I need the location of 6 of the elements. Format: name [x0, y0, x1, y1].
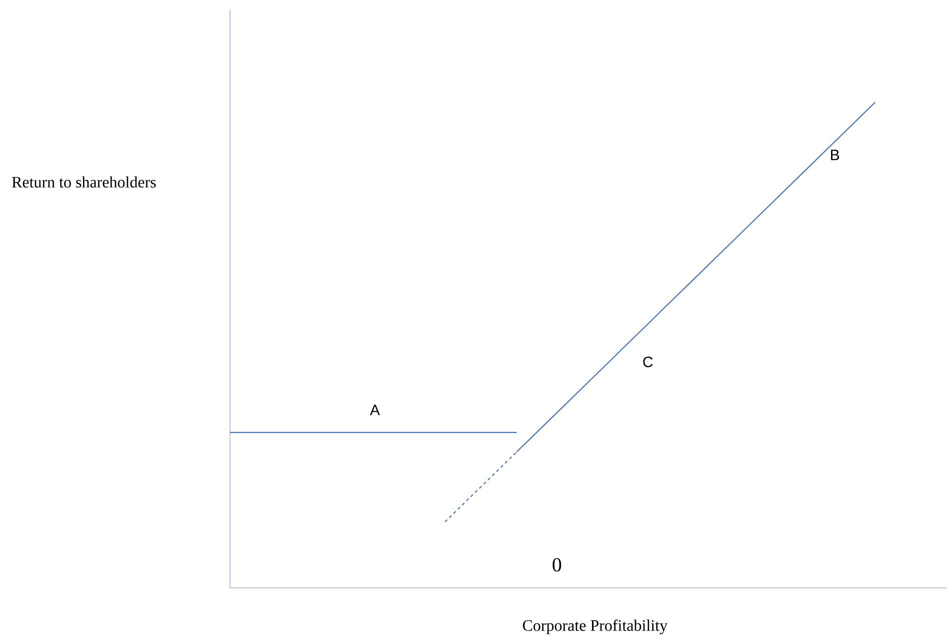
series-label: C [643, 356, 653, 368]
x-axis-title: Corporate Profitability [522, 620, 668, 634]
annotation: 0 [552, 558, 562, 572]
y-axis-title: Return to shareholders [12, 176, 156, 188]
annotation: B [831, 150, 840, 160]
series-label: A [370, 404, 380, 416]
